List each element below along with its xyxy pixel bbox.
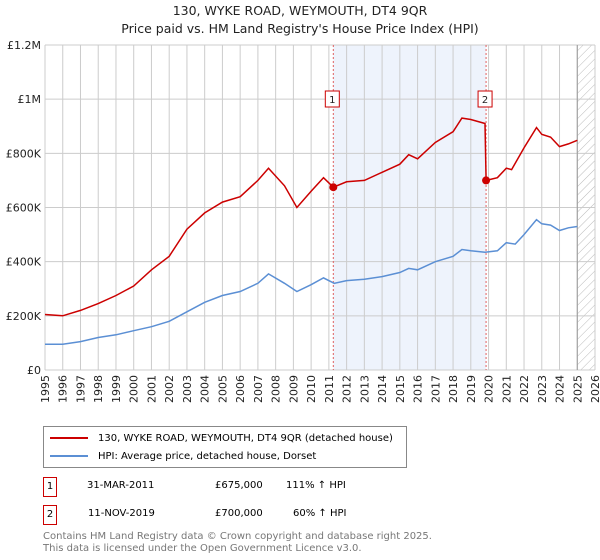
x-tick-label: 2013 [358,375,371,403]
x-tick-label: 2023 [536,375,549,403]
x-tick-label: 2019 [465,375,478,403]
sale-row: 2 11-NOV-2019 £700,000 60% ↑ HPI [43,505,443,525]
sale-label-border [477,90,493,108]
legend-label-price: 130, WYKE ROAD, WEYMOUTH, DT4 9QR (detac… [98,432,393,444]
y-tick-label: £800K [6,147,42,160]
x-tick-label: 1995 [39,375,52,403]
x-tick-label: 2021 [500,375,513,403]
sale-hpi: 60% ↑ HPI [293,508,347,519]
legend-swatch-hpi [50,455,88,457]
x-tick-label: 2014 [376,375,389,403]
x-tick-label: 2010 [305,375,318,403]
x-tick-label: 2016 [412,375,425,403]
x-tick-label: 2024 [554,375,567,403]
sale-label-text: 2 [482,95,488,106]
x-tick-label: 1999 [110,375,123,403]
sale-point [329,183,338,192]
x-tick-label: 2006 [234,375,247,403]
x-tick-label: 2018 [447,375,460,403]
sale-date: 31-MAR-2011 [87,480,155,491]
y-tick-label: £1M [18,93,42,106]
x-tick-label: 2011 [323,375,336,403]
chart-subtitle: Price paid vs. HM Land Registry's House … [121,21,479,36]
x-tick-label: 2022 [518,375,531,403]
x-tick-label: 2020 [483,375,496,403]
y-tick-label: £400K [6,256,42,269]
footer-line: This data is licensed under the Open Gov… [43,543,362,554]
y-tick-label: £600K [6,202,42,215]
sale-price: £700,000 [215,508,263,519]
x-tick-label: 2026 [589,375,600,403]
x-tick-label: 2015 [394,375,407,403]
x-tick-label: 2005 [216,375,229,403]
footer: Contains HM Land Registry data © Crown c… [43,531,432,555]
sale-date: 11-NOV-2019 [88,508,155,519]
x-tick-label: 2003 [181,375,194,403]
x-tick-label: 1997 [74,375,87,403]
legend-label-hpi: HPI: Average price, detached house, Dors… [98,450,317,462]
x-tick-label: 2007 [252,375,265,403]
chart-title: 130, WYKE ROAD, WEYMOUTH, DT4 9QR [172,3,428,18]
sale-row: 1 31-MAR-2011 £675,000 111% ↑ HPI [43,477,443,497]
x-tick-label: 1998 [92,375,105,403]
x-tick-label: 2000 [128,375,141,403]
plot-area: 1995 1996 1997 1998 1999 2000 2001 2002 2003 2004… [6,39,600,403]
sale-label-box: 2 [477,90,493,108]
x-tick-label: 2002 [163,375,176,403]
sale-hpi: 111% ↑ HPI [286,480,346,491]
y-tick-label: £0 [27,364,41,377]
price-line [44,117,578,317]
legend: 130, WYKE ROAD, WEYMOUTH, DT4 9QR (detac… [43,426,407,468]
legend-swatch-price [50,437,88,439]
footer-line: Contains HM Land Registry data © Crown c… [43,531,432,542]
y-tick-label: £1.2M [7,39,41,52]
hpi-line [45,218,578,346]
sale-marker-box: 2 [43,505,57,525]
x-tick-label: 2017 [429,375,442,403]
x-tick-label: 2008 [270,375,283,403]
x-tick-label: 2025 [571,375,584,403]
sale-label-text: 1 [329,95,335,106]
x-tick-label: 2001 [145,375,158,403]
x-tick-label: 2004 [199,375,212,403]
sale-point [482,176,491,185]
sale-label-box: 1 [324,90,340,108]
sale-marker-box: 1 [43,477,57,497]
x-tick-label: 1996 [57,375,70,403]
y-tick-label: £200K [6,310,42,323]
x-tick-label: 2012 [341,375,354,403]
x-tick-label: 2009 [287,375,300,403]
sale-label-border [324,90,340,108]
sale-price: £675,000 [215,480,263,491]
